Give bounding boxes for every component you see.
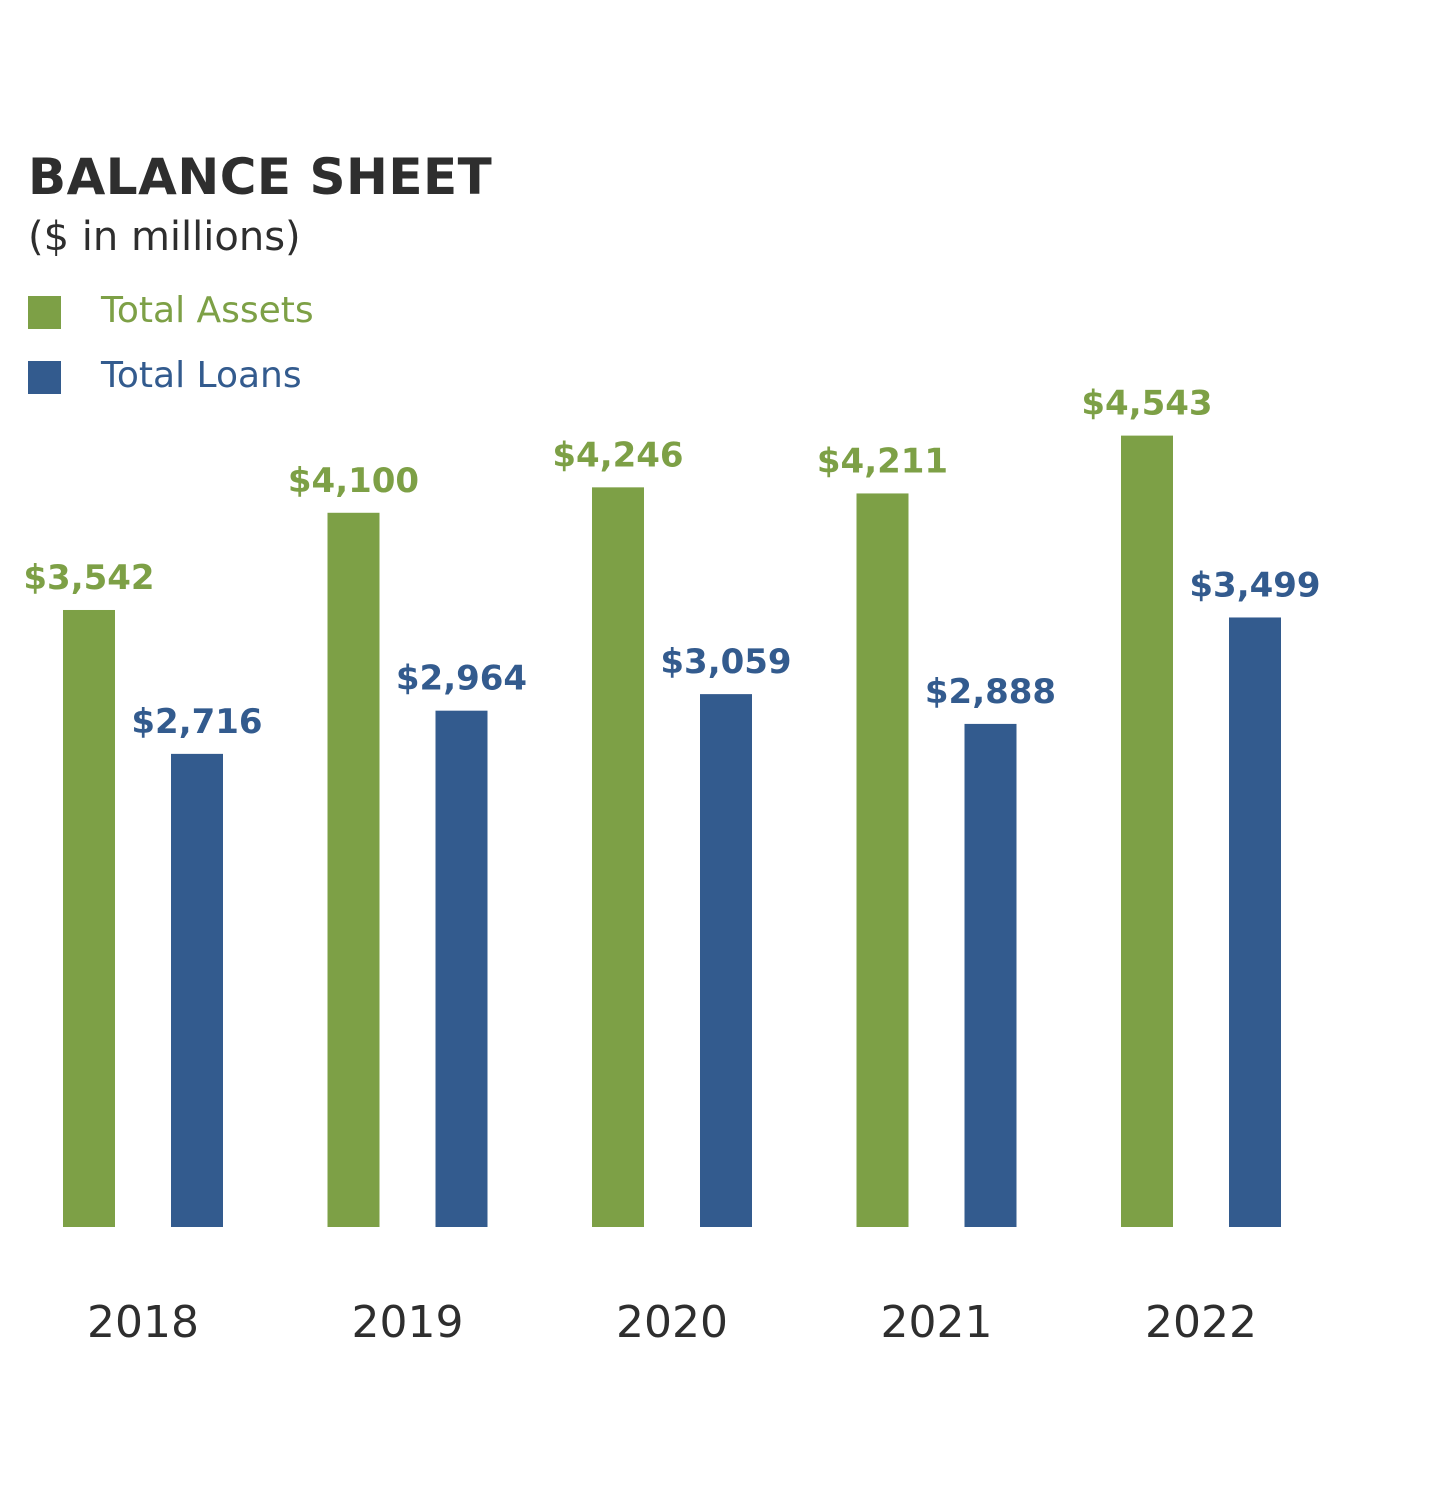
legend-label-total-loans: Total Loans (101, 355, 302, 396)
data-label-loans-2021: $2,888 (925, 672, 1056, 712)
x-tick-label-2019: 2019 (352, 1297, 464, 1348)
chart-title: BALANCE SHEET (28, 148, 493, 206)
bar-loans-2022 (1229, 617, 1281, 1227)
data-label-assets-2020: $4,246 (552, 435, 683, 475)
x-tick-label-2020: 2020 (616, 1297, 728, 1348)
bar-assets-2019 (327, 512, 380, 1227)
legend-swatch-total-assets (28, 296, 61, 329)
legend-swatch-total-loans (28, 361, 61, 394)
x-tick-label-2021: 2021 (881, 1297, 993, 1348)
data-label-loans-2018: $2,716 (131, 702, 262, 742)
data-label-loans-2020: $3,059 (660, 642, 791, 682)
data-label-loans-2022: $3,499 (1189, 565, 1320, 605)
data-label-assets-2019: $4,100 (288, 461, 419, 501)
x-tick-label-2018: 2018 (87, 1297, 199, 1348)
bar-assets-2022 (1121, 435, 1173, 1228)
chart-subtitle: ($ in millions) (28, 214, 301, 260)
data-label-assets-2021: $4,211 (817, 441, 948, 481)
bar-loans-2021 (964, 723, 1017, 1227)
bar-loans-2018 (171, 753, 223, 1227)
data-label-loans-2019: $2,964 (396, 659, 527, 699)
data-label-assets-2022: $4,543 (1081, 384, 1212, 424)
bar-loans-2019 (435, 710, 488, 1227)
legend-label-total-assets: Total Assets (101, 290, 314, 331)
bar-assets-2021 (856, 493, 909, 1227)
bar-loans-2020 (700, 694, 752, 1227)
data-label-assets-2018: $3,542 (23, 558, 154, 598)
bar-assets-2020 (592, 487, 644, 1227)
x-tick-label-2022: 2022 (1145, 1297, 1257, 1348)
bar-assets-2018 (63, 609, 115, 1227)
